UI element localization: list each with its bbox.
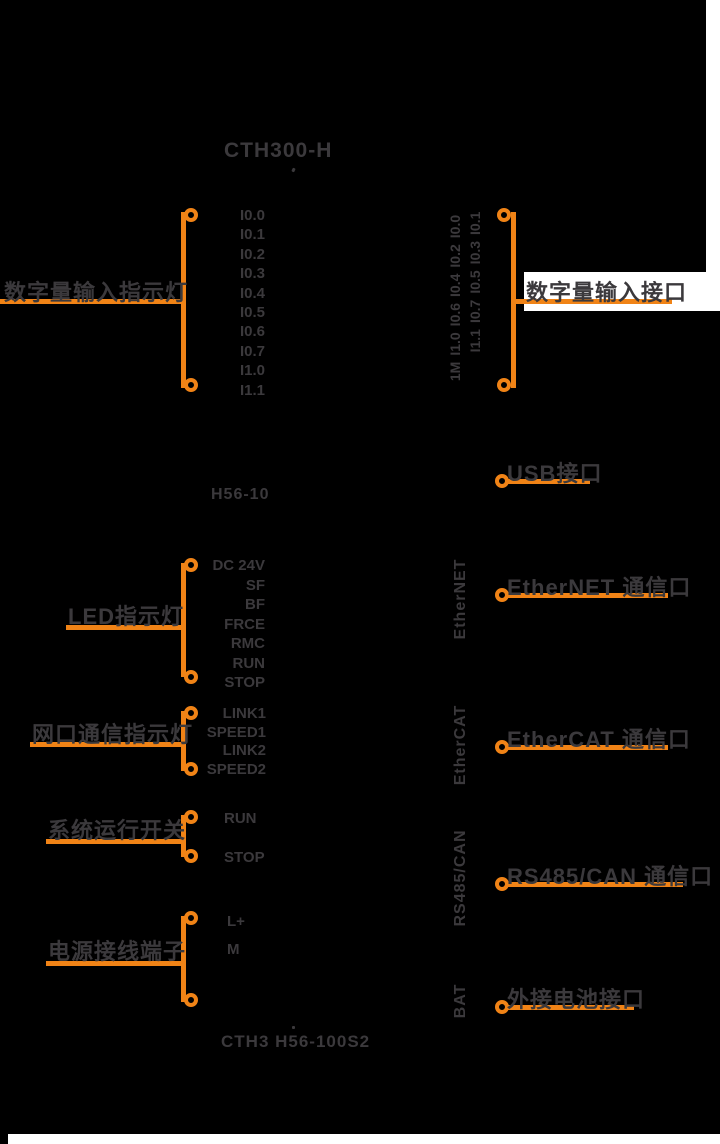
led-label: LINK1 (222, 705, 266, 722)
ring-marker (497, 378, 511, 392)
ring-marker (184, 911, 198, 925)
pin-label: I0.6 (447, 302, 463, 327)
callout-label-run-switch: 系统运行开关 (48, 818, 187, 843)
ring-marker (184, 762, 198, 776)
port-label-ethercat: EtherCAT (452, 704, 469, 786)
led-label: I0.0 (239, 207, 265, 224)
pointer-line (46, 839, 185, 844)
led-label: STOP (224, 674, 265, 691)
switch-label-stop: STOP (224, 849, 265, 866)
ring-marker (184, 670, 198, 684)
pointer-line (506, 745, 668, 750)
bracket-line (181, 815, 186, 857)
pin-label: I0.4 (447, 273, 463, 297)
ring-marker (184, 378, 198, 392)
led-label: I0.6 (239, 323, 265, 341)
pointer-line (506, 593, 668, 598)
bracket-line (181, 711, 186, 771)
led-label: I0.5 (239, 304, 265, 322)
tick-mark-bottom (292, 1026, 295, 1029)
callout-label-network-leds: 网口通信指示灯 (32, 722, 194, 747)
port-label-bat: BAT (452, 983, 469, 1019)
led-label: I0.7 (239, 342, 265, 360)
callout-label-usb-port: USB接口 (507, 461, 603, 486)
ring-marker (184, 849, 198, 863)
pointer-line (66, 625, 185, 630)
led-label: I0.1 (239, 226, 265, 244)
connector-pin-column-2: I1.1 I0.7 I0.5 I0.3 I0.1 (467, 212, 483, 353)
ring-marker (497, 208, 511, 222)
port-label-ethernet: EtherNET (452, 558, 469, 640)
terminal-label-m: M (227, 941, 240, 958)
pointer-line (506, 479, 590, 484)
callout-label-rs485-can-port: RS485/CAN 通信口 (507, 864, 714, 889)
led-label: BF (245, 596, 265, 613)
pin-label: I1.1 (467, 329, 483, 353)
highlight-label-box (524, 272, 720, 311)
callout-label-ethercat-port: EtherCAT 通信口 (507, 727, 691, 752)
pointer-line (506, 1005, 634, 1010)
pin-label: I0.3 (467, 240, 483, 265)
switch-label-run: RUN (224, 810, 257, 827)
pointer-line (30, 742, 185, 747)
highlight-band-bottom (8, 1134, 720, 1144)
led-label: I0.2 (239, 245, 265, 263)
pin-label: I0.2 (447, 244, 463, 268)
ring-marker (184, 208, 198, 222)
ring-marker (184, 993, 198, 1007)
connector-pin-column-1: 1M I1.0 I0.6 I0.4 I0.2 I0.0 (447, 215, 463, 381)
pin-label: I0.7 (467, 299, 483, 324)
callout-label-digital-input-leds: 数字量输入指示灯 (4, 280, 189, 305)
led-label: SPEED2 (206, 760, 266, 778)
led-label: I1.0 (239, 362, 265, 380)
callout-label-power-terminals: 电源接线端子 (48, 939, 187, 964)
led-label: LINK2 (222, 742, 266, 760)
pointer-line (0, 299, 184, 304)
callout-label-digital-input-connector: 数字量输入接口 (526, 280, 688, 305)
network-led-list: LINK1 SPEED1 LINK2 SPEED2 (180, 705, 266, 779)
status-led-list: DC 24V SF BF FRCE RMC RUN STOP (175, 556, 265, 693)
led-label: I0.4 (239, 284, 265, 302)
pin-label: I0.1 (467, 211, 483, 235)
led-label: I1.1 (239, 381, 265, 399)
pointer-line (513, 299, 672, 304)
led-label: DC 24V (212, 557, 265, 574)
ring-marker (184, 810, 198, 824)
digital-input-led-list: I0.0 I0.1 I0.2 I0.3 I0.4 I0.5 I0.6 I0.7 … (205, 206, 265, 400)
led-label: I0.3 (239, 265, 265, 283)
pin-label: I0.0 (447, 214, 463, 239)
ring-marker (184, 706, 198, 720)
pointer-line (506, 882, 683, 887)
bracket-line (181, 563, 186, 677)
callout-label-ethernet-port: EtherNET 通信口 (507, 575, 692, 600)
callout-label-led-indicators: LED指示灯 (68, 604, 185, 629)
led-label: RUN (232, 654, 266, 672)
callout-label-battery-port: 外接电池接口 (507, 987, 646, 1012)
pointer-line (46, 961, 185, 966)
led-label: SF (245, 576, 265, 594)
port-label-rs485-can: RS485/CAN (452, 829, 469, 927)
pin-label: I1.0 (447, 332, 463, 356)
led-label: SPEED1 (206, 723, 266, 741)
led-label: FRCE (224, 615, 265, 633)
device-model-title: CTH3 H56-100S2 (221, 1032, 371, 1051)
ring-marker (184, 558, 198, 572)
terminal-label-lplus: L+ (227, 913, 245, 930)
pin-label: I0.5 (467, 270, 483, 294)
device-series-title: CTH300-H (224, 139, 333, 162)
tick-mark-top (291, 167, 296, 173)
bracket-line (181, 916, 186, 1002)
led-label: RMC (230, 635, 265, 652)
pin-label: 1M (447, 361, 463, 382)
highlight-strip-right (706, 0, 720, 311)
device-module-title: H56-10 (211, 486, 270, 503)
